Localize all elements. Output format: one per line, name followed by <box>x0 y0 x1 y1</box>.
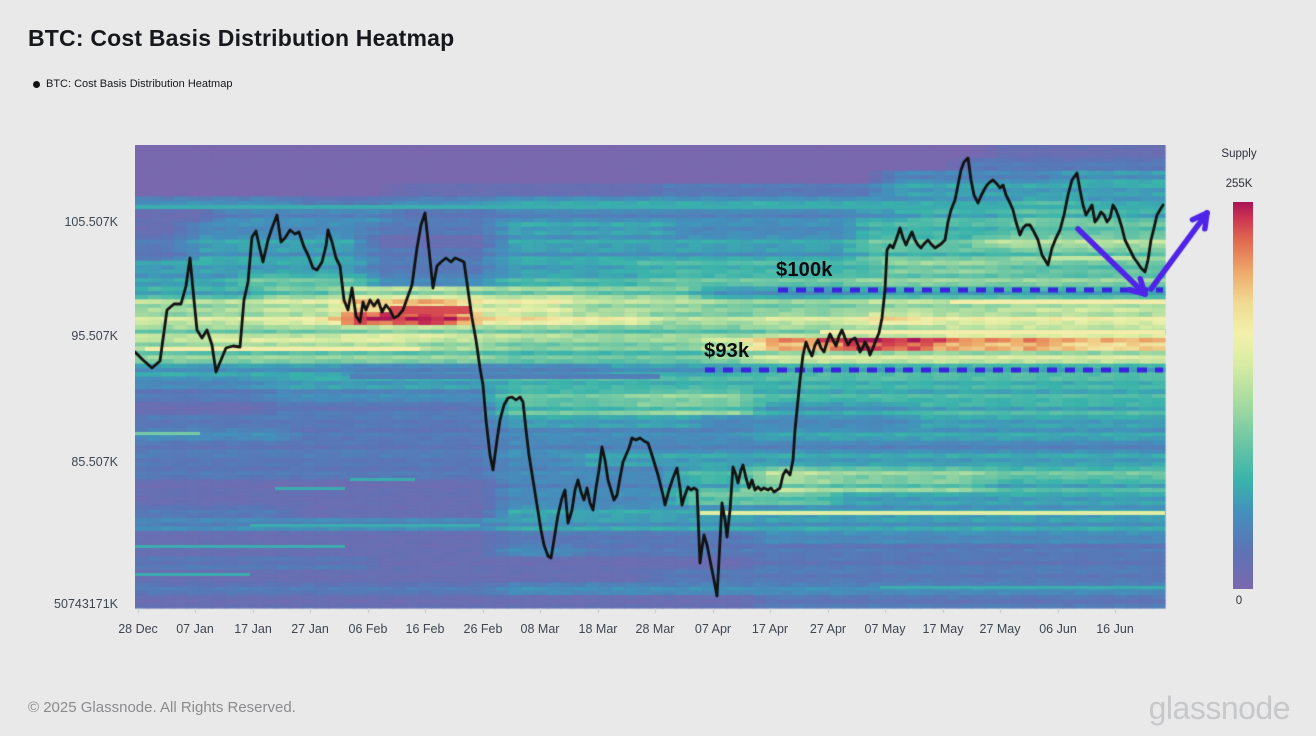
x-tick-label: 07 Jan <box>176 622 214 636</box>
x-tick-label: 16 Jun <box>1096 622 1134 636</box>
page-title: BTC: Cost Basis Distribution Heatmap <box>28 25 455 51</box>
x-tick-label: 17 Apr <box>751 622 789 636</box>
x-tick-label: 26 Feb <box>463 622 503 636</box>
colorbar-title: Supply <box>1221 148 1257 160</box>
x-tick-label: 27 May <box>979 622 1021 636</box>
x-tick-label: 28 Mar <box>635 622 675 636</box>
y-tick-label: 105.507K <box>64 215 118 229</box>
x-tick-label: 08 Mar <box>520 622 560 636</box>
y-tick-label: 95.507K <box>71 329 118 343</box>
legend-marker-icon <box>33 80 40 88</box>
x-tick-label: 27 Jan <box>291 622 329 636</box>
x-tick-label: 07 May <box>864 622 906 636</box>
x-tick-label: 27 Apr <box>809 622 847 636</box>
x-tick-label: 17 Jan <box>234 622 272 636</box>
x-tick-label: 28 Dec <box>118 622 158 636</box>
legend: BTC: Cost Basis Distribution Heatmap <box>33 78 232 90</box>
glassnode-watermark: glassnode <box>1148 690 1291 726</box>
heatmap-canvas[interactable] <box>135 145 1215 615</box>
x-tick-label: 16 Feb <box>405 622 445 636</box>
copyright-text: © 2025 Glassnode. All Rights Reserved. <box>28 699 296 716</box>
x-tick-label: 06 Feb <box>348 622 388 636</box>
colorbar-max-label: 255K <box>1225 178 1253 190</box>
x-tick-label: 07 Apr <box>694 622 732 636</box>
legend-label: BTC: Cost Basis Distribution Heatmap <box>46 78 233 90</box>
y-tick-label: 85.507K <box>71 455 118 469</box>
price-level-label: $93k <box>704 340 750 362</box>
x-tick-label: 17 May <box>922 622 964 636</box>
colorbar-gradient <box>1233 202 1253 589</box>
x-tick-label: 18 Mar <box>578 622 618 636</box>
colorbar-min-label: 0 <box>1235 595 1243 607</box>
price-level-label: $100k <box>776 259 833 281</box>
y-tick-label: 50743171K <box>54 597 118 611</box>
x-tick-label: 06 Jun <box>1039 622 1077 636</box>
